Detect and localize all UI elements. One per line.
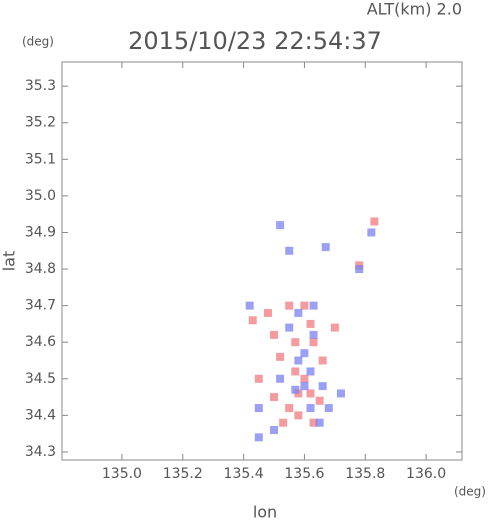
x-axis-label: lon <box>253 503 277 522</box>
plot-frame <box>61 61 463 461</box>
data-point <box>367 228 376 237</box>
data-point <box>309 418 318 427</box>
y-tick-label: 35.0 <box>25 188 56 204</box>
data-point <box>309 330 318 339</box>
data-point <box>291 367 300 376</box>
data-point <box>318 356 327 365</box>
data-point <box>315 418 324 427</box>
data-point <box>300 382 309 391</box>
data-point <box>294 411 303 420</box>
data-point <box>300 349 309 358</box>
data-point <box>309 338 318 347</box>
x-tick-label: 136.0 <box>406 466 446 482</box>
data-point <box>276 221 285 230</box>
x-tick-label: 135.4 <box>224 466 264 482</box>
y-tick-label: 34.6 <box>25 334 56 350</box>
x-tick-label: 135.8 <box>345 466 385 482</box>
data-point <box>276 374 285 383</box>
data-point <box>309 301 318 310</box>
data-point <box>324 404 333 413</box>
data-point <box>248 316 257 325</box>
data-point <box>336 389 345 398</box>
y-tick-label: 35.2 <box>25 115 56 131</box>
data-point <box>306 389 315 398</box>
data-point <box>279 418 288 427</box>
y-tick-label: 35.3 <box>25 78 56 94</box>
data-point <box>306 319 315 328</box>
y-tick-label: 34.4 <box>25 407 56 423</box>
data-point <box>306 404 315 413</box>
y-tick-label: 34.3 <box>25 444 56 460</box>
x-tick-label: 135.2 <box>163 466 203 482</box>
data-point <box>254 433 263 442</box>
x-unit: (deg) <box>454 485 486 499</box>
chart-title: 2015/10/23 22:54:37 <box>128 27 382 55</box>
data-point <box>300 374 309 383</box>
data-point <box>285 246 294 255</box>
data-point <box>245 301 254 310</box>
data-point <box>294 308 303 317</box>
y-axis-label: lat <box>0 251 19 272</box>
data-point <box>291 385 300 394</box>
data-point <box>291 338 300 347</box>
data-point <box>285 323 294 332</box>
data-point <box>330 323 339 332</box>
y-tick-label: 34.8 <box>25 261 56 277</box>
y-tick-label: 34.9 <box>25 224 56 240</box>
data-point <box>276 352 285 361</box>
altitude-label: ALT(km) 2.0 <box>367 0 462 19</box>
data-point <box>318 382 327 391</box>
data-point <box>270 330 279 339</box>
data-point <box>294 356 303 365</box>
data-point <box>306 367 315 376</box>
y-tick-label: 34.7 <box>25 298 56 314</box>
data-point <box>270 393 279 402</box>
data-point <box>315 396 324 405</box>
data-point <box>263 308 272 317</box>
data-point <box>300 301 309 310</box>
data-point <box>285 301 294 310</box>
data-point <box>270 426 279 435</box>
y-tick-label: 35.1 <box>25 151 56 167</box>
x-tick-label: 135.0 <box>102 466 142 482</box>
data-point <box>254 374 263 383</box>
x-tick-label: 135.6 <box>284 466 324 482</box>
data-point <box>370 217 379 226</box>
data-point <box>254 404 263 413</box>
data-point <box>285 404 294 413</box>
data-point <box>321 243 330 252</box>
y-unit: (deg) <box>22 35 54 49</box>
data-point <box>355 265 364 274</box>
y-tick-label: 34.5 <box>25 371 56 387</box>
